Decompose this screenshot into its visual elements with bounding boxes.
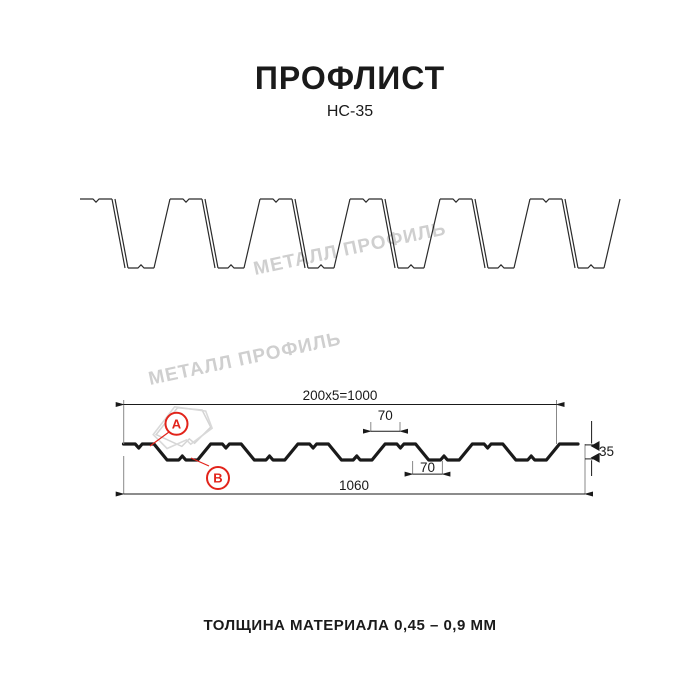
svg-text:B: B — [213, 471, 222, 486]
svg-text:A: A — [172, 416, 182, 431]
